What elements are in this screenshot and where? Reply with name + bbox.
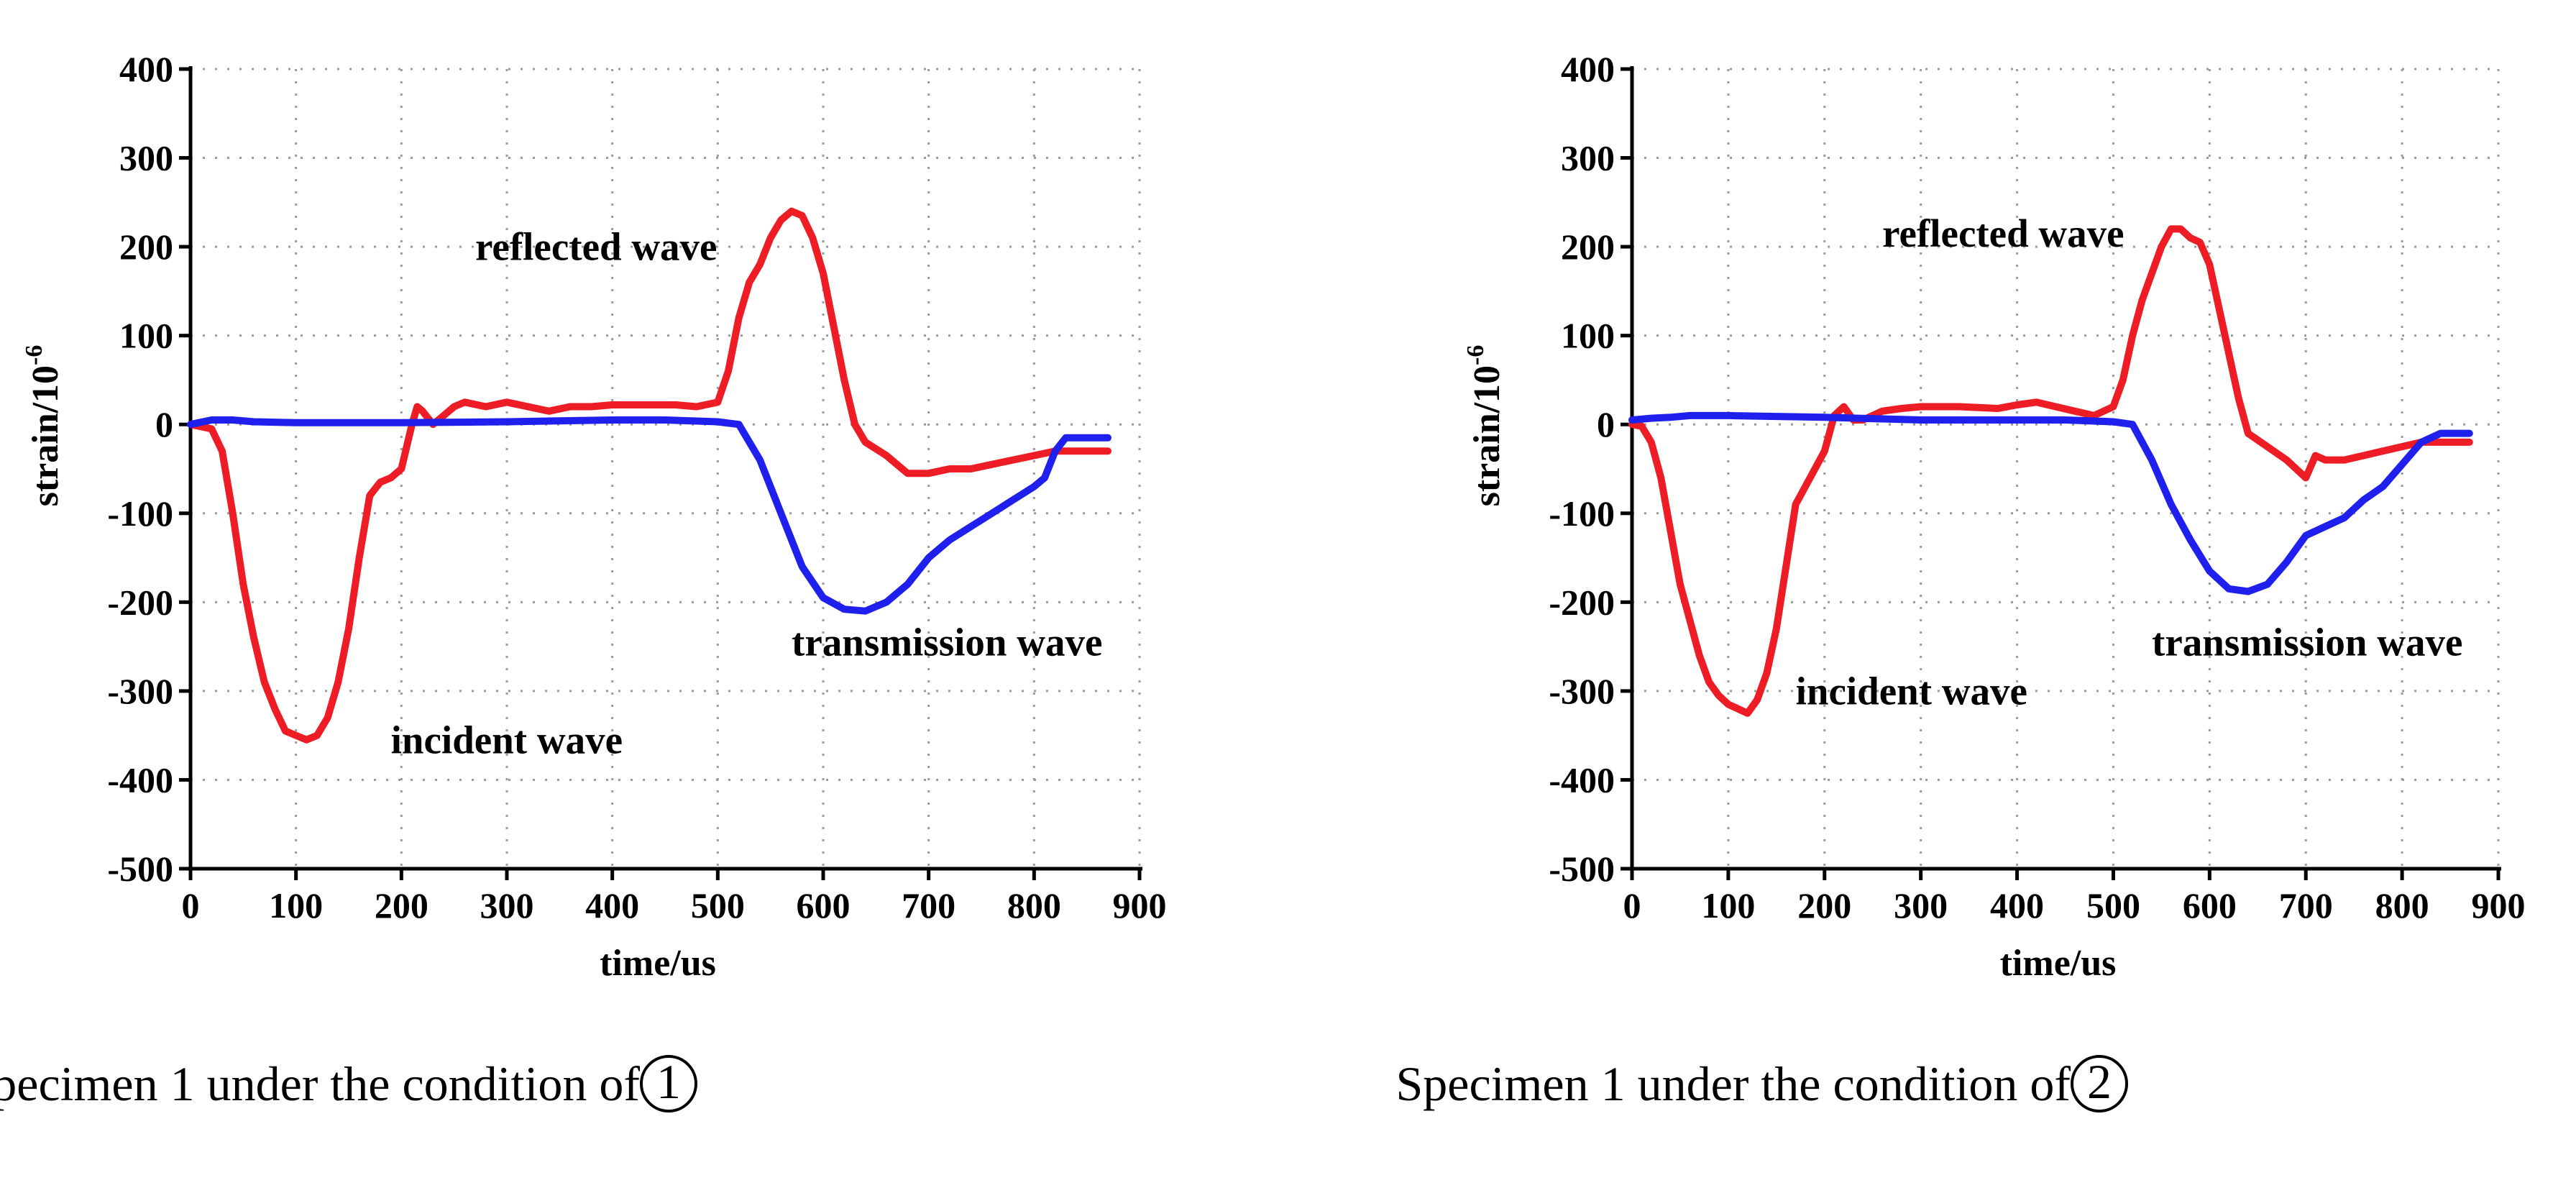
x-tick-label: 200 — [1797, 885, 1851, 926]
y-tick-label: -100 — [1549, 493, 1615, 534]
condition-circle — [2071, 1055, 2128, 1112]
caption: Specimen 1 under the condition of — [0, 1056, 640, 1111]
x-axis-label: time/us — [600, 943, 716, 984]
annotation: transmission wave — [2152, 620, 2462, 664]
y-tick-label: 100 — [1561, 316, 1615, 356]
x-tick-label: 700 — [2279, 885, 2333, 926]
x-tick-label: 0 — [1623, 885, 1641, 926]
x-tick-label: 200 — [375, 885, 428, 926]
annotation: transmission wave — [792, 620, 1102, 664]
x-tick-label: 300 — [480, 885, 534, 926]
annotation: reflected wave — [1882, 211, 2124, 255]
condition-mark: 2 — [2087, 1054, 2112, 1109]
chart-2: 0 100 200 300 400 500 600 700 800 900 400 300 200 100… — [1395, 49, 2526, 1112]
y-axis-label: strain/10-6 — [21, 345, 66, 507]
y-tick-label: -400 — [107, 759, 173, 800]
y-tick-label: 0 — [155, 404, 173, 444]
y-tick-label: 400 — [119, 49, 173, 89]
x-tick-label: 800 — [1007, 885, 1061, 926]
series-line-1 — [1628, 225, 2473, 717]
annotation: reflected wave — [475, 225, 717, 269]
y-tick-label: -400 — [1549, 759, 1615, 800]
chart-1: 0 100 200 300 400 500 600 700 800 900 400 300 200 100… — [0, 49, 1167, 1112]
y-tick-label: 200 — [119, 227, 173, 267]
grid — [191, 68, 1141, 869]
series-line-2 — [187, 416, 1111, 615]
y-tick-label: 300 — [119, 138, 173, 178]
x-tick-label: 900 — [1113, 885, 1167, 926]
x-tick-label: 100 — [1701, 885, 1755, 926]
x-tick-label: 300 — [1894, 885, 1948, 926]
caption: Specimen 1 under the condition of — [1395, 1056, 2071, 1111]
series-line-1 — [187, 207, 1111, 744]
y-tick-label: -200 — [1549, 582, 1615, 622]
y-tick-label: -300 — [1549, 671, 1615, 711]
x-tick-label: 500 — [691, 885, 745, 926]
y-tick-label: 0 — [1597, 404, 1615, 444]
condition-mark: 1 — [656, 1054, 681, 1109]
y-tick-label: 300 — [1561, 138, 1615, 178]
x-tick-label: 800 — [2375, 885, 2429, 926]
series-line-2 — [1628, 411, 2473, 595]
y-tick-label: -100 — [107, 493, 173, 534]
y-tick-label: -200 — [107, 582, 173, 622]
x-tick-label: 400 — [585, 885, 639, 926]
annotation: incident wave — [391, 718, 623, 762]
condition-circle — [640, 1055, 697, 1112]
x-tick-label: 600 — [797, 885, 851, 926]
y-tick-label: -300 — [107, 671, 173, 711]
x-tick-label: 700 — [902, 885, 955, 926]
x-tick-label: 0 — [182, 885, 200, 926]
y-tick-label: 100 — [119, 316, 173, 356]
annotation: incident wave — [1796, 669, 2027, 713]
x-tick-label: 900 — [2472, 885, 2526, 926]
y-tick-label: 200 — [1561, 227, 1615, 267]
y-axis-label: strain/10-6 — [1462, 345, 1508, 507]
y-tick-label: -500 — [1549, 849, 1615, 889]
grid — [1632, 68, 2500, 869]
x-tick-label: 500 — [2086, 885, 2140, 926]
x-tick-label: 400 — [1990, 885, 2044, 926]
x-tick-label: 600 — [2183, 885, 2237, 926]
y-tick-label: 400 — [1561, 49, 1615, 89]
x-axis-label: time/us — [2000, 943, 2117, 984]
y-tick-label: -500 — [107, 849, 173, 889]
x-tick-label: 100 — [269, 885, 323, 926]
